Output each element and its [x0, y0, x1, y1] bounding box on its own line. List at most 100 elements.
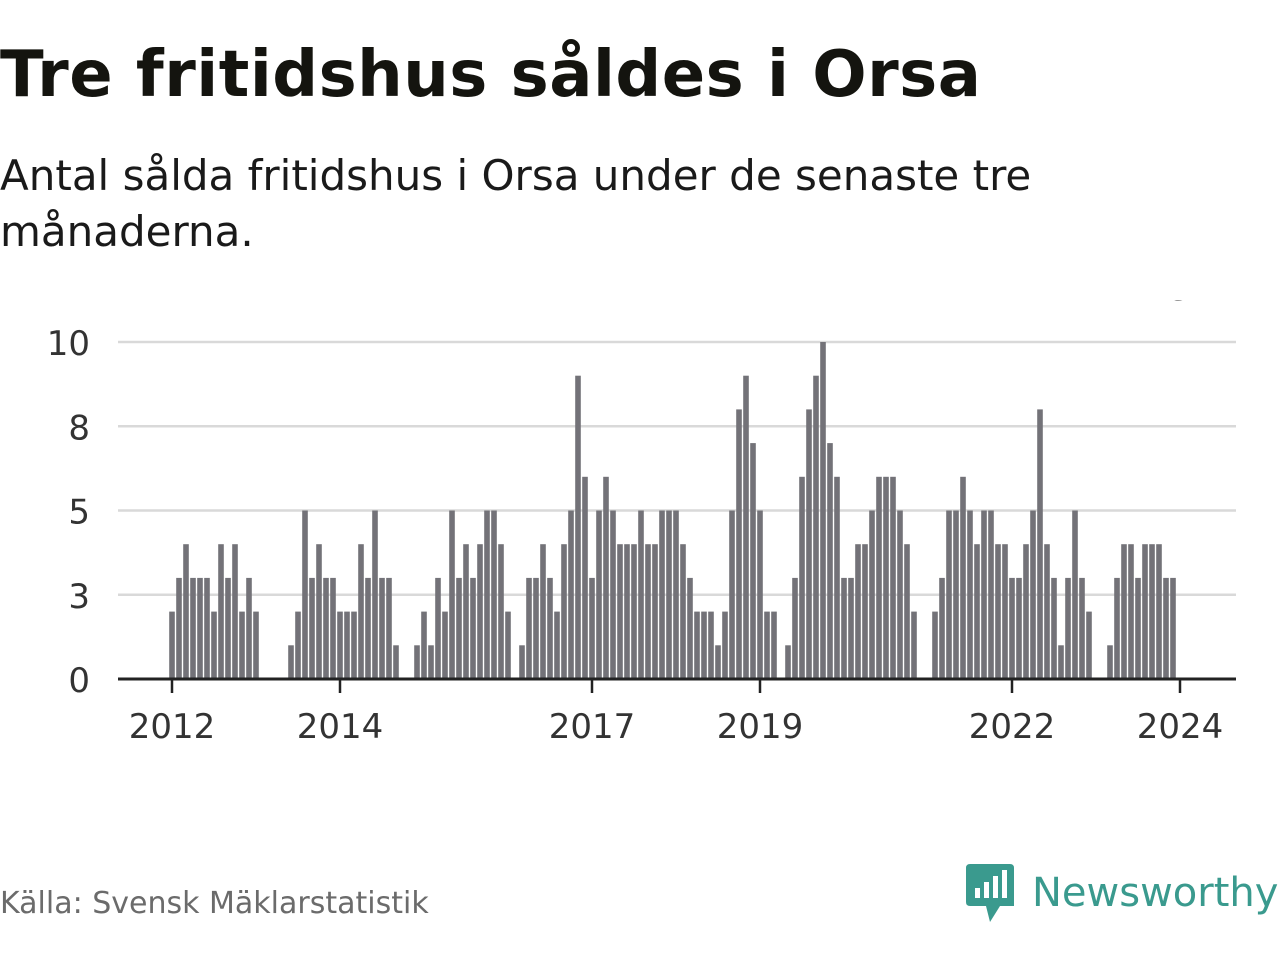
bar — [624, 544, 630, 679]
bar — [323, 577, 329, 679]
bar — [750, 443, 756, 679]
bar — [897, 510, 903, 679]
bar — [673, 510, 679, 679]
bar — [1142, 544, 1148, 679]
bar — [666, 510, 672, 679]
bar — [855, 544, 861, 679]
bar — [680, 544, 686, 679]
bar — [505, 611, 511, 679]
bar — [771, 611, 777, 679]
y-tick-label: 10 — [47, 324, 90, 364]
bar — [197, 577, 203, 679]
bar — [1058, 645, 1064, 679]
x-axis: 2012 2014 2017 2019 2022 2024 — [118, 677, 1236, 747]
bar-chart: 0 3 5 8 10 2012 2014 2017 2019 2022 2024 3 — [47, 300, 1236, 747]
brand: Newsworthy — [964, 862, 1278, 924]
bar — [393, 645, 399, 679]
bar — [785, 645, 791, 679]
bar — [953, 510, 959, 679]
y-tick-label: 8 — [68, 408, 90, 448]
bar — [190, 577, 196, 679]
bar — [603, 476, 609, 679]
bar — [862, 544, 868, 679]
bar — [806, 409, 812, 679]
bar — [911, 611, 917, 679]
x-tick-label: 2012 — [129, 707, 216, 747]
bar — [477, 544, 483, 679]
bar — [456, 577, 462, 679]
bar — [876, 476, 882, 679]
bar — [981, 510, 987, 679]
bar — [1163, 577, 1169, 679]
bar — [995, 544, 1001, 679]
bar — [1128, 544, 1134, 679]
bars — [169, 342, 1176, 679]
bar — [470, 577, 476, 679]
bar — [414, 645, 420, 679]
bar — [589, 577, 595, 679]
bar — [687, 577, 693, 679]
bar — [1023, 544, 1029, 679]
bar — [211, 611, 217, 679]
bar — [792, 577, 798, 679]
bar — [463, 544, 469, 679]
bar — [435, 577, 441, 679]
bar — [449, 510, 455, 679]
bar — [554, 611, 560, 679]
bar — [344, 611, 350, 679]
bar — [575, 375, 581, 679]
bar — [309, 577, 315, 679]
bar — [694, 611, 700, 679]
bar — [974, 544, 980, 679]
page-subtitle: Antal sålda fritidshus i Orsa under de s… — [0, 151, 1032, 256]
bar — [1107, 645, 1113, 679]
bar — [932, 611, 938, 679]
bar — [491, 510, 497, 679]
bar — [743, 375, 749, 679]
bar — [757, 510, 763, 679]
bar — [421, 611, 427, 679]
bar — [820, 342, 826, 679]
bar — [1051, 577, 1057, 679]
bar — [246, 577, 252, 679]
bar — [218, 544, 224, 679]
bar — [442, 611, 448, 679]
bar — [295, 611, 301, 679]
highlight-value-label: 3 — [1169, 300, 1191, 309]
bar — [428, 645, 434, 679]
bar — [617, 544, 623, 679]
bar — [1065, 577, 1071, 679]
bar — [1009, 577, 1015, 679]
bar — [890, 476, 896, 679]
bar — [659, 510, 665, 679]
annotations: 3 — [1165, 300, 1195, 313]
bar — [967, 510, 973, 679]
brand-name: Newsworthy — [1032, 870, 1279, 916]
page-title: Tre fritidshus såldes i Orsa — [0, 38, 982, 112]
bar — [183, 544, 189, 679]
bar — [169, 611, 175, 679]
bar — [960, 476, 966, 679]
bar — [288, 645, 294, 679]
bar — [519, 645, 525, 679]
bar — [1079, 577, 1085, 679]
bar — [330, 577, 336, 679]
bar — [827, 443, 833, 679]
bar — [302, 510, 308, 679]
bar — [1072, 510, 1078, 679]
bar — [351, 611, 357, 679]
newsworthy-logo-icon — [966, 864, 1014, 922]
bar — [715, 645, 721, 679]
bar — [232, 544, 238, 679]
y-axis: 0 3 5 8 10 — [47, 324, 90, 701]
bar — [939, 577, 945, 679]
bar — [708, 611, 714, 679]
bar — [1030, 510, 1036, 679]
bar — [386, 577, 392, 679]
bar — [834, 476, 840, 679]
bar — [204, 577, 210, 679]
bar — [372, 510, 378, 679]
bar — [365, 577, 371, 679]
bar — [225, 577, 231, 679]
bar — [540, 544, 546, 679]
